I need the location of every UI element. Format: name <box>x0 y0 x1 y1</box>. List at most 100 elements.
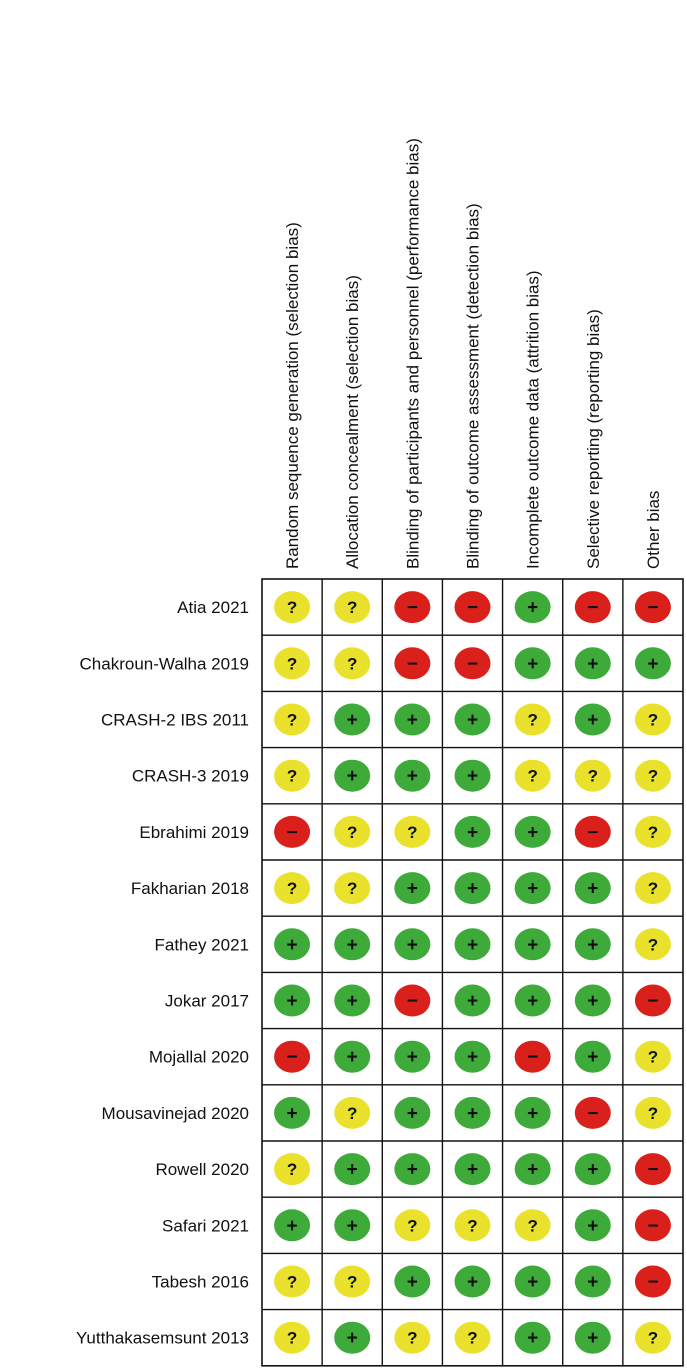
rating-low-mark: + <box>274 1209 311 1242</box>
rating-low-circle <box>574 1265 611 1298</box>
rating-low-mark: + <box>334 1321 371 1354</box>
rating-unclear-symbol: ? <box>347 598 357 617</box>
rating-high-circle <box>454 647 491 680</box>
rating-high-mark: − <box>454 591 491 624</box>
rating-low-symbol: + <box>587 654 598 675</box>
rating-low-circle <box>454 1265 491 1298</box>
rating-low-mark: + <box>574 647 611 680</box>
rating-low-circle <box>514 591 551 624</box>
rating-low-circle <box>334 703 371 736</box>
rating-unclear-symbol: ? <box>648 1104 658 1123</box>
rating-low-symbol: + <box>587 1328 598 1349</box>
rating-unclear-mark: ? <box>514 759 551 792</box>
study-label: Fakharian 2018 <box>131 879 249 898</box>
rating-low-symbol: + <box>587 1216 598 1237</box>
rating-unclear-symbol: ? <box>527 767 537 786</box>
rating-low-mark: + <box>334 1040 371 1073</box>
rating-low-mark: + <box>574 703 611 736</box>
rating-unclear-symbol: ? <box>648 935 658 954</box>
rating-low-mark: + <box>454 984 491 1017</box>
rating-low-circle <box>394 759 431 792</box>
rating-high-symbol: − <box>527 1047 538 1068</box>
rating-low-mark: + <box>574 872 611 905</box>
rating-high-circle <box>274 1040 311 1073</box>
rating-low-circle <box>514 1265 551 1298</box>
rating-unclear-circle <box>634 703 671 736</box>
rating-unclear-mark: ? <box>514 1209 551 1242</box>
rating-low-symbol: + <box>287 935 298 956</box>
rating-unclear-mark: ? <box>274 759 311 792</box>
rating-unclear-mark: ? <box>274 1153 311 1186</box>
rating-high-circle <box>634 1209 671 1242</box>
rating-low-circle <box>514 928 551 961</box>
rating-high-circle <box>274 815 311 848</box>
rating-high-circle <box>574 1096 611 1129</box>
rating-low-mark: + <box>574 1265 611 1298</box>
rating-low-symbol: + <box>347 1328 358 1349</box>
rating-low-mark: + <box>514 647 551 680</box>
rating-unclear-mark: ? <box>334 872 371 905</box>
domain-label: Allocation concealment (selection bias) <box>343 275 362 569</box>
rating-low-symbol: + <box>467 822 478 843</box>
rating-unclear-mark: ? <box>394 1321 431 1354</box>
rating-unclear-circle <box>454 1321 491 1354</box>
rating-low-mark: + <box>514 872 551 905</box>
rating-low-mark: + <box>574 1040 611 1073</box>
rating-low-circle <box>394 1153 431 1186</box>
rating-unclear-mark: ? <box>454 1209 491 1242</box>
rating-unclear-mark: ? <box>334 815 371 848</box>
rating-low-symbol: + <box>287 1103 298 1124</box>
rating-unclear-symbol: ? <box>467 1329 477 1348</box>
domain-label: Other bias <box>644 491 663 569</box>
rating-unclear-mark: ? <box>634 1096 671 1129</box>
rating-unclear-mark: ? <box>634 815 671 848</box>
rating-low-symbol: + <box>287 1216 298 1237</box>
rating-high-symbol: − <box>647 1216 658 1237</box>
study-label: Jokar 2017 <box>165 992 249 1011</box>
rating-low-symbol: + <box>647 654 658 675</box>
rating-unclear-mark: ? <box>394 815 431 848</box>
rating-low-circle <box>514 1096 551 1129</box>
rating-low-circle <box>514 984 551 1017</box>
rating-low-symbol: + <box>527 598 538 619</box>
rating-low-symbol: + <box>587 1272 598 1293</box>
rating-low-symbol: + <box>467 1047 478 1068</box>
rating-unclear-symbol: ? <box>287 767 297 786</box>
rating-unclear-mark: ? <box>334 591 371 624</box>
rating-low-symbol: + <box>527 1103 538 1124</box>
study-label: Tabesh 2016 <box>152 1273 249 1292</box>
rating-low-mark: + <box>394 872 431 905</box>
rating-high-circle <box>454 591 491 624</box>
rating-unclear-symbol: ? <box>527 1216 537 1235</box>
rating-low-symbol: + <box>347 991 358 1012</box>
rating-low-mark: + <box>454 872 491 905</box>
rating-low-mark: + <box>334 984 371 1017</box>
rating-high-circle <box>574 591 611 624</box>
rating-unclear-mark: ? <box>334 1265 371 1298</box>
rating-low-symbol: + <box>407 1103 418 1124</box>
domain-label: Selective reporting (reporting bias) <box>584 309 603 569</box>
rating-low-circle <box>454 928 491 961</box>
rating-low-circle <box>574 984 611 1017</box>
rating-low-symbol: + <box>407 935 418 956</box>
rating-low-circle <box>574 1321 611 1354</box>
rating-low-mark: + <box>634 647 671 680</box>
rating-unclear-circle <box>274 1153 311 1186</box>
rating-low-symbol: + <box>287 991 298 1012</box>
rating-low-symbol: + <box>467 710 478 731</box>
rating-low-symbol: + <box>467 879 478 900</box>
rating-marks: ?? − − + − −?? − − + + +? + + +? +?? + + +?? ? −?? + + −??? + + +… <box>274 591 671 1354</box>
rating-low-circle <box>514 872 551 905</box>
rating-unclear-circle <box>574 759 611 792</box>
rating-low-symbol: + <box>527 654 538 675</box>
rating-low-mark: + <box>574 1153 611 1186</box>
rating-low-mark: + <box>274 928 311 961</box>
rating-low-symbol: + <box>587 1047 598 1068</box>
rating-low-circle <box>394 872 431 905</box>
rating-unclear-mark: ? <box>274 703 311 736</box>
rating-unclear-circle <box>334 1265 371 1298</box>
rating-low-circle <box>334 759 371 792</box>
rating-low-circle <box>334 984 371 1017</box>
rating-low-circle <box>574 1040 611 1073</box>
